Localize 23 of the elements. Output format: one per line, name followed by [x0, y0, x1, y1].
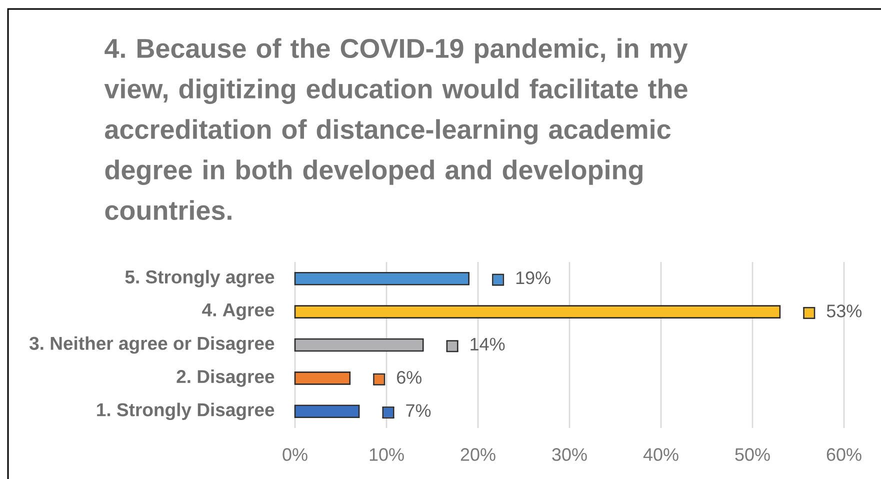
- y-tick-label: 1. Strongly Disagree: [97, 402, 274, 420]
- y-tick-label: 4. Agree: [202, 303, 274, 320]
- data-label: 7%: [406, 404, 431, 417]
- chart-title: 4. Because of the COVID-19 pandemic, in my view, digitizing education would facilitate the accreditation of distance-learning academic degree in both developed and developing countries.: [104, 38, 688, 220]
- data-label: 14%: [470, 338, 505, 350]
- y-tick-label: 2. Disagree: [176, 370, 274, 387]
- bar: [294, 305, 781, 318]
- x-tick-label: 30%: [552, 448, 587, 461]
- x-tick-label: 40%: [643, 448, 678, 461]
- x-tick-label: 60%: [826, 448, 862, 461]
- data-label: 19%: [516, 271, 550, 284]
- bar: [294, 372, 351, 385]
- x-tick-label: 50%: [735, 448, 770, 461]
- data-label: 53%: [826, 304, 862, 318]
- bar: [294, 272, 470, 286]
- x-tick-label: 20%: [460, 448, 496, 461]
- x-tick-label: 0%: [282, 448, 308, 461]
- bar: [294, 338, 424, 352]
- data-label: 6%: [397, 370, 422, 384]
- bar: [294, 404, 360, 418]
- x-tick-label: 10%: [370, 448, 404, 461]
- y-tick-label: 5. Strongly agree: [125, 270, 274, 288]
- y-tick-label: 3. Neither agree or Disagree: [29, 336, 274, 354]
